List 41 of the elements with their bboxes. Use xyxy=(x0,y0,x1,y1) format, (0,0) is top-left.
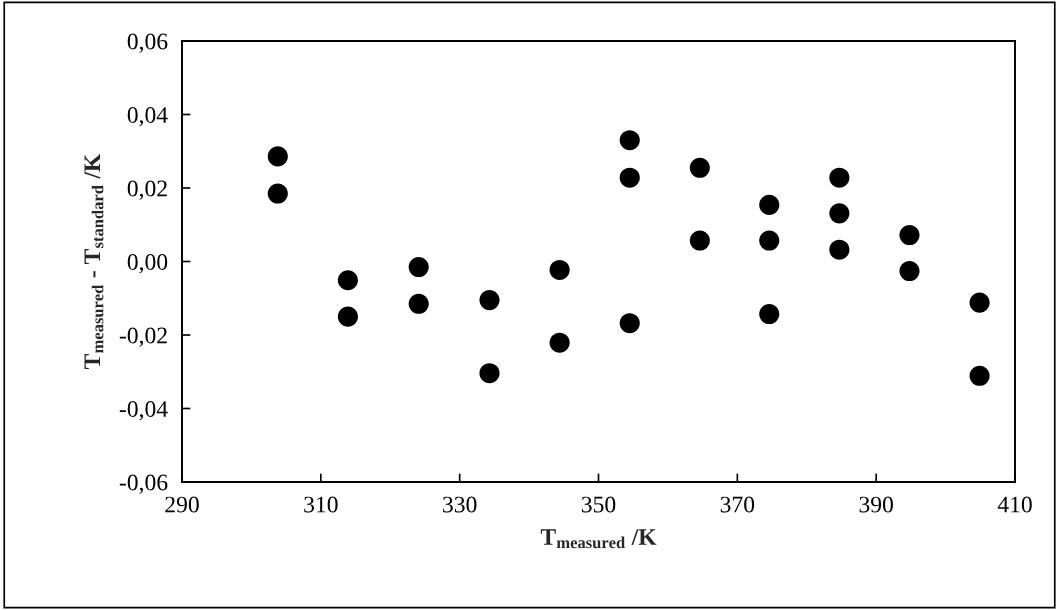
x-tick-label: 290 xyxy=(165,496,199,513)
x-axis-title: T$_{measured}$ /K xyxy=(540,529,657,549)
point xyxy=(408,293,429,314)
point xyxy=(267,183,288,204)
point xyxy=(689,230,710,251)
point xyxy=(689,157,710,178)
x-tick-label: 330 xyxy=(443,496,477,513)
point xyxy=(267,146,288,167)
point xyxy=(408,256,429,278)
point xyxy=(829,239,850,260)
y-tick-label: 0,02 xyxy=(127,180,167,200)
x-tick-label: 310 xyxy=(304,496,338,513)
point xyxy=(829,203,850,224)
point xyxy=(619,167,640,188)
point xyxy=(337,270,358,291)
point xyxy=(619,313,640,334)
point xyxy=(829,167,850,188)
point xyxy=(479,290,500,311)
y-tick-label: -0,06 xyxy=(119,474,168,494)
y-tick-label: -0,02 xyxy=(119,327,167,347)
y-tick-label: 0,00 xyxy=(127,253,168,274)
x-tick-label: 370 xyxy=(720,496,755,513)
y-tick-label: -0,04 xyxy=(119,400,168,421)
point xyxy=(969,292,990,313)
x-tick-label: 410 xyxy=(997,496,1032,513)
point xyxy=(619,130,640,151)
point xyxy=(759,194,780,215)
x-tick-label: 350 xyxy=(581,496,616,513)
y-axis-title: T$_{measured}$ - T$_{standard}$ /K xyxy=(84,153,104,370)
point xyxy=(969,365,990,386)
point xyxy=(337,306,358,327)
y-tick-label: 0,04 xyxy=(127,106,168,127)
point xyxy=(549,332,570,353)
point xyxy=(549,259,570,281)
point xyxy=(759,303,780,325)
point xyxy=(479,363,500,384)
y-tick-label: 0,06 xyxy=(127,33,168,53)
point xyxy=(759,230,780,251)
point xyxy=(899,224,920,246)
x-tick-label: 390 xyxy=(859,496,893,513)
point xyxy=(899,260,920,282)
